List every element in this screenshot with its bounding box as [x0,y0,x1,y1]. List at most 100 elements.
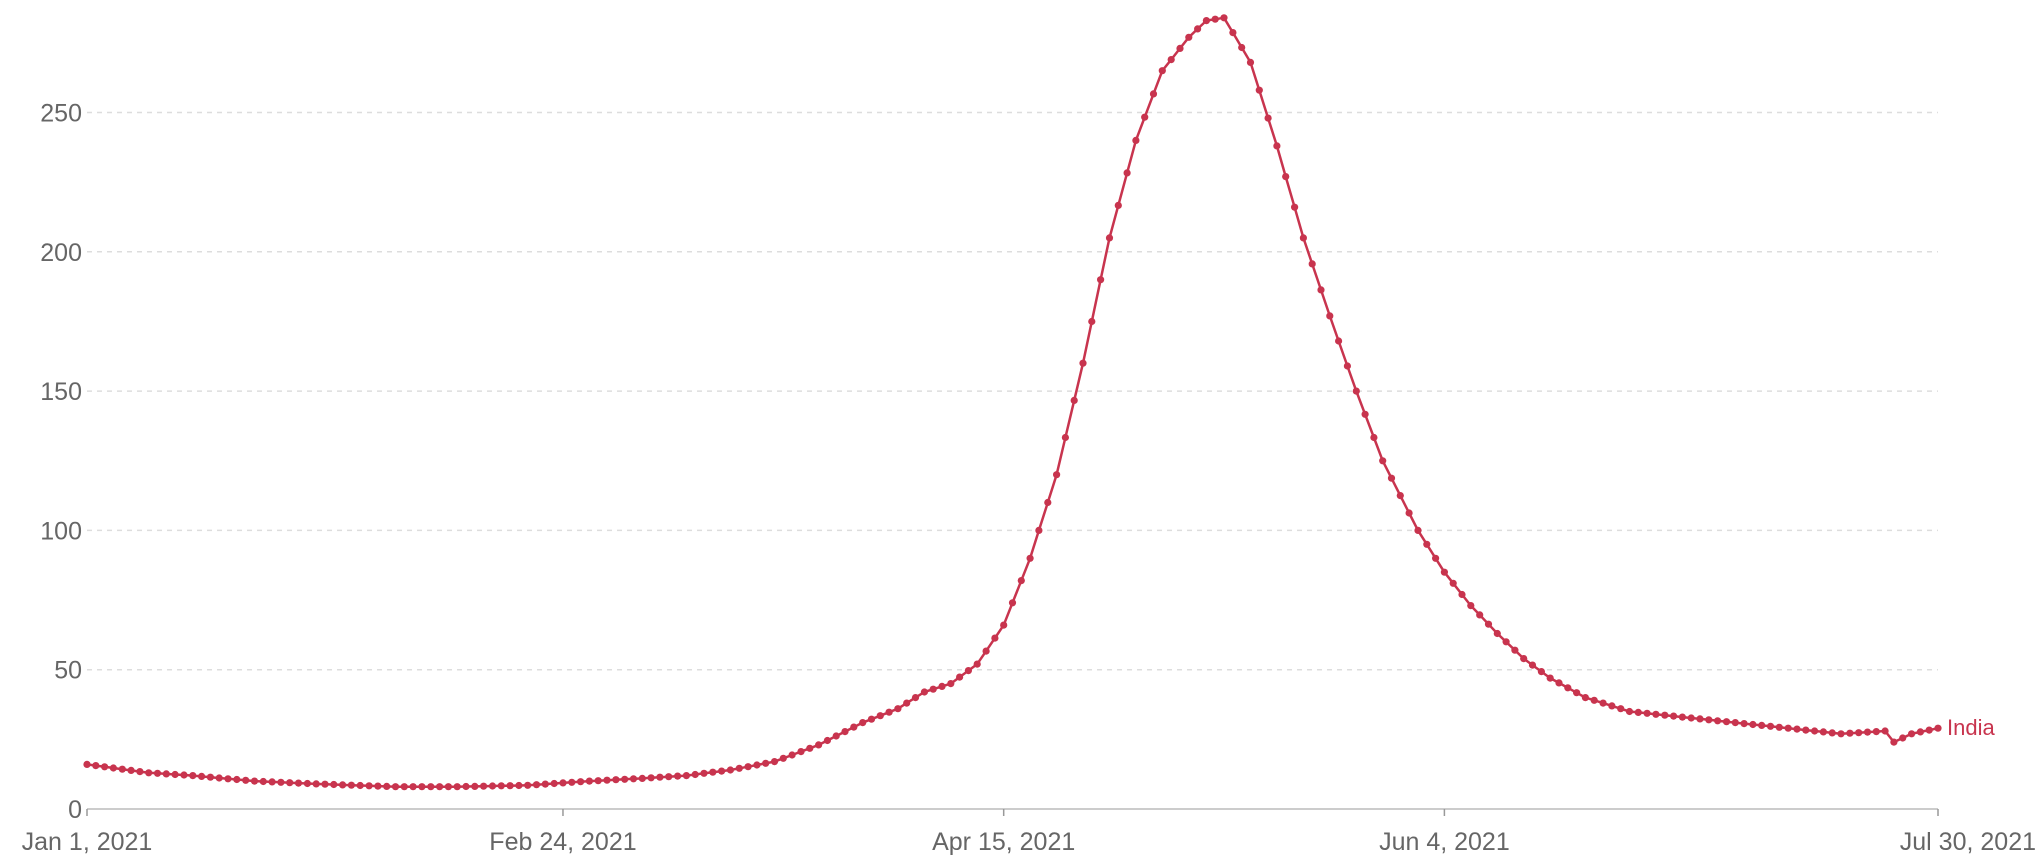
data-point [1828,729,1836,737]
data-point [171,770,179,779]
data-point [1916,728,1924,736]
data-point [480,782,488,790]
data-point [1511,646,1519,654]
data-point [339,781,347,789]
data-point [1097,276,1105,284]
data-point [1537,668,1545,676]
data-point [1026,554,1034,562]
data-point [1061,433,1069,442]
data-point [312,780,320,788]
data-point [374,782,382,790]
data-point [1837,730,1845,738]
data-point [1564,684,1572,692]
data-point [145,769,153,777]
data-point [294,779,303,787]
data-point [1740,720,1748,728]
data-point [929,685,937,693]
data-point [444,783,452,791]
data-point [735,764,743,772]
x-tick-label: Jan 1, 2021 [22,828,153,856]
series-line-india [86,16,1939,788]
data-point [770,758,779,766]
grid-lines [87,111,1938,671]
data-point [215,774,223,782]
data-point [1625,707,1634,716]
data-point [1502,638,1510,646]
data-point [938,682,946,691]
data-point [1000,621,1008,629]
data-point [1423,540,1431,548]
data-point [885,708,893,716]
data-point [585,777,594,785]
data-point [753,761,761,769]
data-point [1722,718,1731,726]
x-tick-label: Jul 30, 2021 [1900,828,2036,856]
data-point [83,760,91,769]
data-point [1793,725,1801,733]
data-point [127,766,135,775]
data-point [1132,136,1140,144]
data-point [330,780,338,789]
data-point [1678,713,1686,721]
data-point [577,778,585,786]
data-point [506,782,514,790]
data-point [1317,286,1325,294]
data-point [1114,201,1122,209]
data-point [903,699,911,707]
data-point [1264,114,1272,122]
data-point [1158,67,1166,75]
data-point [1352,387,1360,395]
data-point [1335,337,1343,345]
data-point [515,781,523,790]
data-point [109,764,117,772]
data-point [594,777,602,785]
data-point [638,774,646,783]
data-point [1775,723,1783,731]
data-point [744,763,752,771]
data-point [1696,715,1704,723]
data-point [1255,86,1263,94]
data-point [832,732,840,740]
data-point [1149,90,1158,98]
data-point [118,765,126,773]
data-point [153,769,162,777]
data-point [497,782,505,790]
data-point [1449,579,1457,587]
data-point [1617,705,1625,713]
data-point [180,771,188,779]
data-point [303,779,311,788]
data-point [629,775,638,783]
data-point [1308,260,1316,268]
data-point [1291,203,1299,211]
data-point [1176,44,1184,53]
data-point [1387,474,1396,482]
data-point [1484,620,1493,628]
data-point [1211,15,1219,23]
y-tick-label: 250 [40,100,82,128]
data-point [691,770,699,779]
data-point [1811,727,1819,735]
data-point [1599,699,1607,707]
data-point [1520,655,1528,663]
data-point [1229,28,1237,37]
data-point [400,783,408,791]
data-point [1634,708,1642,717]
x-tick-label: Jun 4, 2021 [1379,828,1510,856]
data-point [850,723,858,731]
data-point [876,712,884,720]
data-point [1238,43,1246,52]
data-point [1326,312,1334,320]
data-point [1467,602,1475,610]
data-point [665,773,673,781]
data-point [779,754,787,762]
data-point [1758,721,1766,730]
data-point [162,770,170,778]
data-point [647,774,655,782]
data-point [101,763,109,771]
data-point [391,783,400,791]
data-point [453,783,461,791]
data-point [1855,729,1863,737]
x-tick-label: Feb 24, 2021 [489,828,636,856]
data-point [383,782,391,791]
data-point [286,779,294,787]
